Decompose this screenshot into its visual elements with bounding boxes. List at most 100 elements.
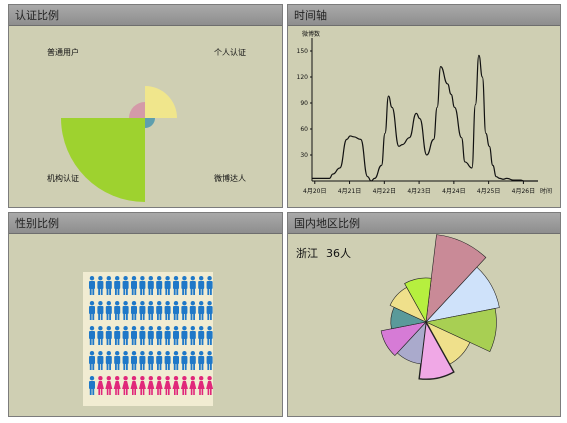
region-panel: 国内地区比例 浙江 36人 <box>287 212 561 417</box>
male-person-icon <box>114 276 121 295</box>
male-person-icon <box>181 276 188 295</box>
male-person-icon <box>189 301 196 320</box>
male-person-icon <box>131 276 137 295</box>
male-person-icon <box>156 276 163 295</box>
male-person-icon <box>198 351 205 370</box>
region-slice-s7[interactable] <box>380 321 427 356</box>
male-person-icon <box>164 351 171 370</box>
male-person-icon <box>147 276 154 295</box>
label-personal-auth: 个人认证 <box>214 48 246 57</box>
rose-slice-personal[interactable] <box>145 86 177 118</box>
male-person-icon <box>131 351 137 370</box>
male-person-icon <box>139 301 146 320</box>
timeline-title: 时间轴 <box>288 5 560 26</box>
rose-slice-talent[interactable] <box>145 118 155 128</box>
male-person-icon <box>206 351 213 370</box>
male-person-icon <box>89 326 95 345</box>
label-org-auth: 机构认证 <box>47 174 79 183</box>
male-person-icon <box>147 301 154 320</box>
male-person-icon <box>156 351 163 370</box>
male-person-icon <box>139 276 146 295</box>
region-slice-s3[interactable] <box>425 308 497 353</box>
male-person-icon <box>89 376 95 395</box>
male-person-icon <box>147 351 154 370</box>
male-person-icon <box>189 351 196 370</box>
male-person-icon <box>114 301 121 320</box>
x-axis-label: 时间 <box>540 187 552 195</box>
male-person-icon <box>97 301 104 320</box>
y-tick-label: 120 <box>297 74 309 81</box>
rose-slice-org[interactable] <box>61 118 145 202</box>
male-person-icon <box>114 326 121 345</box>
male-person-icon <box>181 351 188 370</box>
label-normal-user: 普通用户 <box>47 48 79 57</box>
male-person-icon <box>122 301 129 320</box>
x-tick-label: 4月21日 <box>338 188 361 195</box>
female-person-icon <box>206 376 214 395</box>
female-person-icon <box>105 376 113 395</box>
auth-ratio-panel: 认证比例 普通用户 个人认证 机构认证 微博达人 <box>8 4 283 208</box>
male-person-icon <box>206 301 213 320</box>
female-person-icon <box>189 376 197 395</box>
male-person-icon <box>206 276 213 295</box>
female-person-icon <box>164 376 172 395</box>
x-tick-label: 4月25日 <box>477 188 500 195</box>
region-slice-s1[interactable] <box>425 234 487 323</box>
male-person-icon <box>164 301 171 320</box>
male-person-icon <box>89 301 95 320</box>
male-person-icon <box>173 301 179 320</box>
region-selected-value: 36人 <box>326 247 351 260</box>
region-slice-s2[interactable] <box>425 266 500 323</box>
region-selected-label: 浙江 36人 <box>296 245 351 261</box>
male-person-icon <box>105 301 112 320</box>
male-person-icon <box>164 276 171 295</box>
region-selected-name: 浙江 <box>296 247 318 260</box>
gender-pictogram <box>83 272 214 406</box>
auth-ratio-title: 认证比例 <box>9 5 282 26</box>
male-person-icon <box>147 326 154 345</box>
male-person-icon <box>181 301 188 320</box>
female-person-icon <box>138 376 146 395</box>
male-person-icon <box>105 326 112 345</box>
region-title: 国内地区比例 <box>288 213 560 234</box>
y-axis-label: 微博数 <box>302 30 320 38</box>
male-person-icon <box>206 326 213 345</box>
male-person-icon <box>89 351 95 370</box>
male-person-icon <box>139 326 146 345</box>
auth-ratio-chart <box>61 86 177 202</box>
gender-panel: 性别比例 <box>8 212 283 417</box>
timeline-chart: 微博数 时间 30 60 90 120 150 4月20日 4月21日 4月22日 4月23日… <box>297 30 552 195</box>
x-tick-label: 4月26日 <box>512 188 535 195</box>
rose-slice-normal[interactable] <box>129 102 145 118</box>
male-person-icon <box>139 351 146 370</box>
male-person-icon <box>122 276 129 295</box>
female-person-icon <box>197 376 205 395</box>
male-person-icon <box>122 351 129 370</box>
female-person-icon <box>147 376 155 395</box>
region-slice-s10[interactable] <box>404 277 432 323</box>
y-tick-label: 150 <box>297 48 309 55</box>
male-person-icon <box>164 326 171 345</box>
male-person-icon <box>122 326 129 345</box>
y-tick-label: 90 <box>300 100 308 107</box>
male-person-icon <box>97 276 104 295</box>
female-person-icon <box>96 376 104 395</box>
x-tick-label: 4月24日 <box>442 188 465 195</box>
y-tick-label: 30 <box>300 152 308 159</box>
timeline-series-line[interactable] <box>312 54 538 182</box>
male-person-icon <box>97 351 104 370</box>
male-person-icon <box>198 276 205 295</box>
male-person-icon <box>198 326 205 345</box>
male-person-icon <box>131 301 137 320</box>
y-tick-label: 60 <box>300 126 308 133</box>
male-person-icon <box>156 326 163 345</box>
male-person-icon <box>173 326 179 345</box>
region-slice-s5[interactable] <box>418 319 455 380</box>
male-person-icon <box>89 276 95 295</box>
male-person-icon <box>173 276 179 295</box>
male-person-icon <box>189 276 196 295</box>
male-person-icon <box>181 326 188 345</box>
male-person-icon <box>173 351 179 370</box>
female-person-icon <box>155 376 163 395</box>
female-person-icon <box>180 376 188 395</box>
